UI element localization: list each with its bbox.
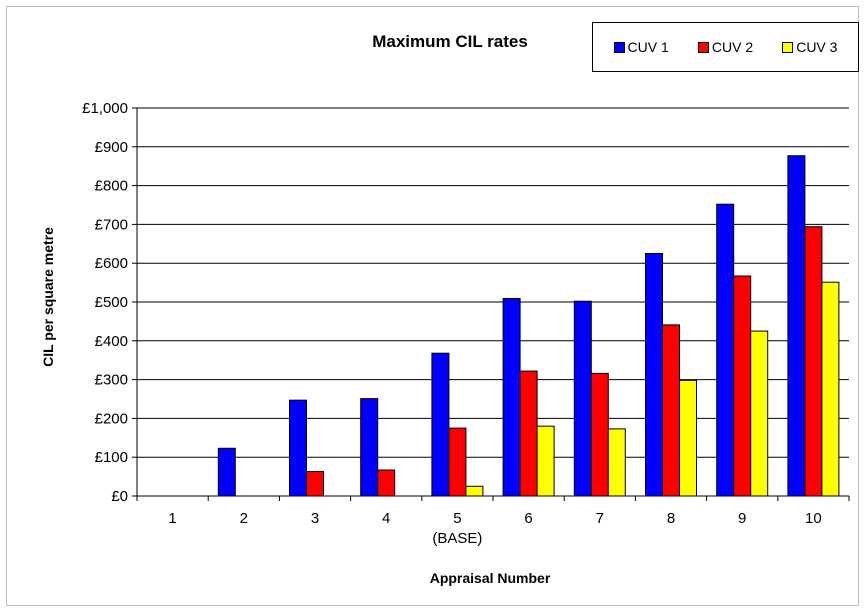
legend-item-cuv2: CUV 2 [697, 39, 754, 55]
bar-cuv1-10 [787, 155, 806, 497]
bar-cuv2-9 [733, 275, 752, 497]
y-tick-label: £0 [111, 488, 128, 505]
legend-swatch-cuv3 [782, 41, 794, 53]
bar-cuv1-7 [573, 300, 592, 497]
legend-item-cuv1: CUV 1 [613, 39, 669, 55]
bar-cuv3-7 [607, 428, 626, 497]
bar-cuv3-5 [465, 485, 484, 497]
legend-swatch-cuv2 [697, 41, 709, 53]
bar-cuv2-4 [377, 469, 396, 497]
y-tick-label: £200 [95, 410, 128, 427]
legend-label-cuv2: CUV 2 [711, 39, 754, 55]
bar-cuv2-3 [306, 471, 324, 497]
legend-label-cuv1: CUV 1 [627, 39, 669, 55]
x-tick-label: 5 [453, 510, 461, 527]
bar-cuv1-2 [217, 447, 236, 497]
x-tick-label: 6 [524, 510, 532, 527]
x-tick-label: 1 [168, 510, 176, 527]
legend-label-cuv3: CUV 3 [796, 39, 838, 55]
y-tick-label: £700 [95, 216, 128, 233]
bar-cuv1-3 [289, 399, 307, 497]
legend-item-cuv3: CUV 3 [782, 39, 837, 55]
y-tick-label: £100 [95, 449, 128, 466]
chart-title: Maximum CIL rates [372, 32, 528, 51]
bar-cuv3-10 [821, 281, 840, 497]
bar-cuv1-8 [645, 253, 663, 497]
x-axis-title: Appraisal Number [429, 570, 551, 586]
bar-cuv1-5 [431, 352, 450, 497]
bar-cuv3-9 [750, 330, 769, 497]
bar-cuv1-9 [716, 203, 735, 497]
chart-frame [6, 6, 859, 606]
y-tick-label: £400 [95, 333, 128, 350]
y-tick-label: £900 [95, 139, 128, 156]
y-tick-label: £500 [95, 294, 128, 311]
x-tick-label: 10 [805, 510, 822, 527]
y-tick-label: £1,000 [82, 100, 128, 117]
x-tick-label: 3 [311, 510, 319, 527]
x-tick-label: 2 [240, 510, 248, 527]
y-tick-label: £300 [95, 372, 128, 389]
bar-cuv1-6 [502, 298, 521, 497]
bar-cuv2-10 [804, 226, 823, 497]
bar-cuv2-5 [448, 427, 467, 497]
legend-swatch-cuv1 [613, 41, 625, 53]
bar-cuv2-7 [590, 372, 609, 497]
bar-cuv1-4 [360, 398, 379, 497]
x-tick-sublabel: (BASE) [432, 530, 482, 547]
x-tick-label: 9 [738, 510, 746, 527]
legend: CUV 1 CUV 2 CUV 3 [592, 22, 859, 72]
bar-cuv3-8 [679, 379, 697, 497]
bar-cuv2-6 [519, 370, 538, 497]
x-tick-label: 8 [667, 510, 675, 527]
bar-cuv2-8 [662, 324, 680, 497]
x-tick-label: 7 [596, 510, 604, 527]
x-tick-label: 4 [382, 510, 390, 527]
y-tick-label: £800 [95, 178, 128, 195]
y-tick-label: £600 [95, 255, 128, 272]
bar-cuv3-6 [536, 425, 555, 497]
